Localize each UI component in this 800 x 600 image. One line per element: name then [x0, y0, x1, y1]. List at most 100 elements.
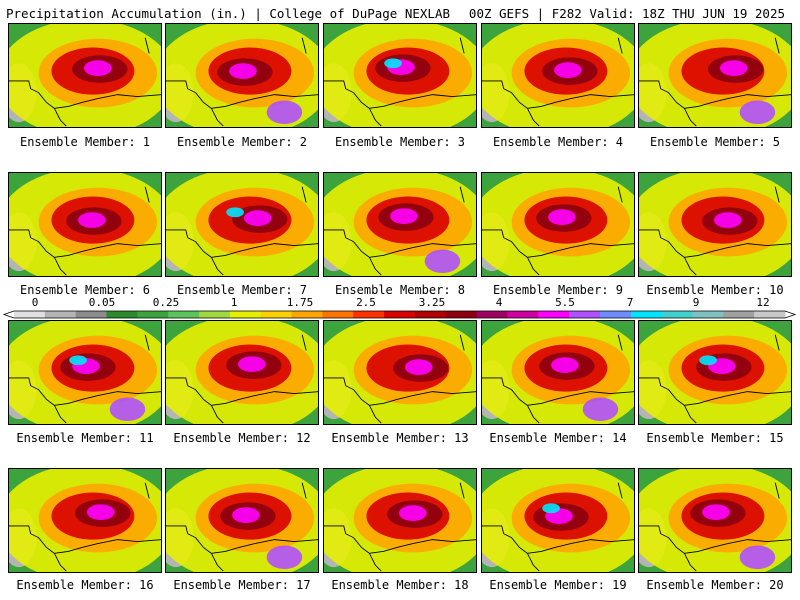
- state-boundary-lines: [639, 334, 791, 424]
- colorbar-swatch: [229, 311, 262, 318]
- precipitation-field: [639, 173, 791, 276]
- colorbar-swatch: [507, 311, 539, 318]
- colorbar-swatch: [569, 311, 601, 318]
- ensemble-member-label: Ensemble Member: 7: [176, 283, 308, 297]
- precipitation-field: [324, 173, 476, 276]
- ensemble-map-panel: [165, 320, 319, 425]
- ensemble-member-label: Ensemble Member: 5: [649, 135, 781, 149]
- precipitation-field: [166, 321, 318, 424]
- precipitation-field: [482, 321, 634, 424]
- model-run-info: 00Z GEFS | F282 Valid: 18Z THU JUN 19 20…: [468, 6, 785, 21]
- state-boundary-lines: [482, 186, 634, 276]
- precipitation-field: [482, 24, 634, 127]
- ensemble-map-panel: [323, 172, 477, 277]
- colorbar-swatch: [723, 311, 755, 318]
- colorbar-tick-label: 12: [756, 296, 770, 309]
- state-boundary-lines: [9, 186, 161, 276]
- precipitation-field: [324, 24, 476, 127]
- colorbar-swatch: [445, 311, 478, 318]
- ensemble-map-panel: [8, 320, 162, 425]
- precipitation-field: [9, 321, 161, 424]
- ensemble-member-label: Ensemble Member: 6: [19, 283, 151, 297]
- state-boundary-lines: [9, 334, 161, 424]
- ensemble-member-label: Ensemble Member: 10: [646, 283, 784, 297]
- colorbar-swatch: [199, 311, 231, 318]
- ensemble-map-panel: [165, 468, 319, 573]
- colorbar-swatch: [353, 311, 385, 318]
- colorbar-swatch: [414, 311, 447, 318]
- colorbar-swatch: [260, 311, 293, 318]
- colorbar-tick-label: 3.25: [418, 296, 446, 309]
- ensemble-map-panel: [165, 172, 319, 277]
- precipitation-colorbar: [2, 310, 797, 319]
- ensemble-member-label: Ensemble Member: 1: [19, 135, 151, 149]
- precipitation-field: [9, 173, 161, 276]
- ensemble-member-label: Ensemble Member: 9: [492, 283, 624, 297]
- colorbar-tick-label: 2.5: [356, 296, 376, 309]
- ensemble-map-panel: [638, 23, 792, 128]
- state-boundary-lines: [482, 334, 634, 424]
- ensemble-member-label: Ensemble Member: 14: [489, 431, 627, 445]
- ensemble-member-label: Ensemble Member: 19: [489, 578, 627, 592]
- ensemble-map-panel: [481, 172, 635, 277]
- precipitation-field: [482, 469, 634, 572]
- colorbar-tick-label: 0.05: [88, 296, 116, 309]
- ensemble-map-panel: [323, 320, 477, 425]
- state-boundary-lines: [639, 37, 791, 127]
- colorbar-tick-label: 0: [31, 296, 39, 309]
- ensemble-member-label: Ensemble Member: 15: [646, 431, 784, 445]
- ensemble-member-label: Ensemble Member: 3: [334, 135, 466, 149]
- precipitation-field: [9, 24, 161, 127]
- ensemble-map-panel: [8, 172, 162, 277]
- ensemble-member-label: Ensemble Member: 18: [331, 578, 469, 592]
- ensemble-member-label: Ensemble Member: 8: [334, 283, 466, 297]
- state-boundary-lines: [639, 482, 791, 572]
- precipitation-field: [482, 173, 634, 276]
- state-boundary-lines: [482, 37, 634, 127]
- colorbar-swatch: [384, 311, 416, 318]
- state-boundary-lines: [482, 482, 634, 572]
- state-boundary-lines: [324, 186, 476, 276]
- colorbar-swatch: [476, 311, 508, 318]
- colorbar-swatch: [137, 311, 169, 318]
- state-boundary-lines: [324, 334, 476, 424]
- colorbar-swatch: [538, 311, 570, 318]
- precipitation-field: [9, 469, 161, 572]
- precipitation-field: [324, 321, 476, 424]
- state-boundary-lines: [9, 37, 161, 127]
- precipitation-field: [166, 173, 318, 276]
- precipitation-field: [639, 469, 791, 572]
- ensemble-map-panel: [638, 468, 792, 573]
- ensemble-map-panel: [481, 320, 635, 425]
- state-boundary-lines: [639, 186, 791, 276]
- state-boundary-lines: [166, 482, 318, 572]
- colorbar-swatch: [168, 311, 200, 318]
- ensemble-map-panel: [323, 468, 477, 573]
- colorbar-swatch: [14, 311, 46, 318]
- colorbar-tick-label: 1.75: [286, 296, 314, 309]
- precipitation-field: [639, 24, 791, 127]
- ensemble-member-label: Ensemble Member: 13: [331, 431, 469, 445]
- state-boundary-lines: [166, 186, 318, 276]
- ensemble-member-label: Ensemble Member: 12: [173, 431, 311, 445]
- ensemble-member-label: Ensemble Member: 16: [16, 578, 154, 592]
- ensemble-map-panel: [323, 23, 477, 128]
- colorbar-tick-label: 1: [230, 296, 238, 309]
- ensemble-map-panel: [638, 172, 792, 277]
- colorbar-swatch: [75, 311, 108, 318]
- ensemble-member-label: Ensemble Member: 17: [173, 578, 311, 592]
- colorbar-swatch: [106, 311, 138, 318]
- colorbar-tick-label: 7: [626, 296, 634, 309]
- ensemble-map-panel: [481, 468, 635, 573]
- colorbar-swatch: [754, 311, 786, 318]
- ensemble-member-label: Ensemble Member: 11: [16, 431, 154, 445]
- precipitation-field: [166, 469, 318, 572]
- colorbar-swatch: [599, 311, 632, 318]
- map-title: Precipitation Accumulation (in.) | Colle…: [6, 6, 451, 21]
- ensemble-map-panel: [638, 320, 792, 425]
- state-boundary-lines: [166, 334, 318, 424]
- colorbar-tick-label: 9: [692, 296, 700, 309]
- colorbar-swatch: [44, 311, 77, 318]
- ensemble-map-panel: [165, 23, 319, 128]
- colorbar-swatch: [322, 311, 354, 318]
